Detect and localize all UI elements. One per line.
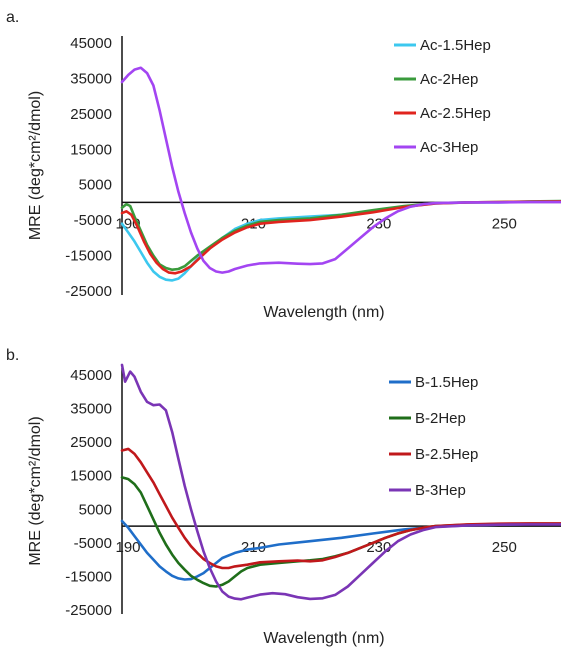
x-axis-label: Wavelength (nm) — [263, 304, 384, 321]
y-tick-label: 5000 — [79, 501, 112, 518]
y-tick-label: 25000 — [70, 434, 112, 451]
legend-entry: B-2.5Hep — [415, 446, 478, 463]
y-tick-label: 35000 — [70, 70, 112, 87]
y-tick-label: -25000 — [65, 283, 112, 300]
series-line-4 — [120, 363, 561, 601]
y-tick-label: 25000 — [70, 106, 112, 123]
y-tick-label: 45000 — [70, 367, 112, 384]
series-line-3 — [120, 447, 561, 570]
y-tick-label: -5000 — [74, 212, 112, 229]
legend-entry: B-1.5Hep — [415, 374, 478, 391]
legend-entry: B-3Hep — [415, 482, 466, 499]
y-axis-label: MRE (deg*cm²/dmol) — [27, 416, 44, 565]
x-tick-label: 190 — [115, 539, 140, 556]
y-tick-label: 45000 — [70, 35, 112, 52]
series-line-2 — [120, 199, 561, 271]
y-tick-label: -25000 — [65, 602, 112, 619]
legend-entry: Ac-2Hep — [420, 71, 478, 88]
y-tick-label: -15000 — [65, 248, 112, 265]
y-axis-label: MRE (deg*cm²/dmol) — [27, 91, 44, 240]
y-tick-label: 35000 — [70, 401, 112, 418]
x-axis-label: Wavelength (nm) — [263, 630, 384, 647]
y-tick-label: -5000 — [74, 535, 112, 552]
panel-letter: a. — [6, 9, 19, 26]
y-tick-label: 15000 — [70, 141, 112, 158]
x-tick-label: 250 — [492, 539, 517, 556]
y-tick-label: 5000 — [79, 177, 112, 194]
panel-b: b. 45000 35000 25000 15000 5000 -5000 -15000 -25… — [6, 347, 561, 647]
panel-letter: b. — [6, 347, 19, 364]
y-tick-label: 15000 — [70, 468, 112, 485]
y-tick-label: -15000 — [65, 568, 112, 585]
legend-entry: B-2Hep — [415, 410, 466, 427]
series-line-4 — [120, 66, 561, 274]
panel-a: a. 45000 35000 25000 15000 5000 -5000 -15000 -25… — [6, 9, 561, 321]
legend-entry: Ac-1.5Hep — [420, 37, 491, 54]
legend-entry: Ac-2.5Hep — [420, 105, 491, 122]
legend-entry: Ac-3Hep — [420, 139, 478, 156]
x-tick-label: 250 — [492, 215, 517, 232]
